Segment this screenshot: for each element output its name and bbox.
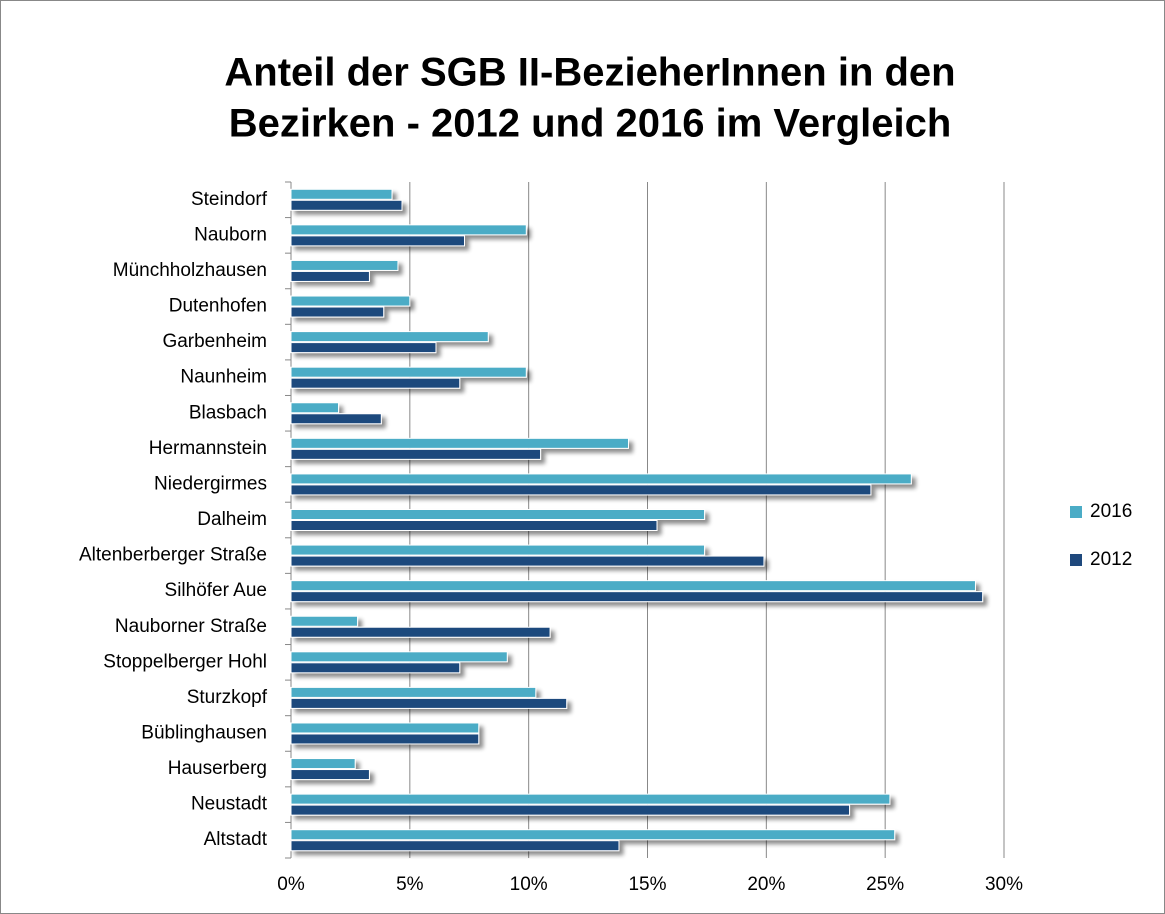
legend-swatch [1070, 554, 1082, 566]
bar [290, 448, 542, 460]
x-tick-label: 20% [747, 874, 785, 895]
y-tick-label: Altstadt [204, 829, 268, 850]
y-tick-label: Hauserberg [168, 758, 267, 779]
bar [290, 199, 403, 211]
bar [290, 437, 629, 449]
bar [290, 615, 359, 627]
y-tick-label: Büblinghausen [141, 722, 267, 743]
x-tick-label: 15% [628, 874, 666, 895]
bar [290, 651, 508, 663]
y-tick-label: Niedergirmes [154, 473, 267, 494]
y-tick-label: Blasbach [189, 402, 267, 423]
bar [290, 555, 765, 567]
bar [290, 580, 976, 592]
y-tick-label: Altenberberger Straße [79, 545, 267, 566]
bar [290, 366, 527, 378]
x-tick-label: 10% [510, 874, 548, 895]
y-tick-label: Silhöfer Aue [165, 580, 267, 601]
bar [290, 224, 527, 236]
bar [290, 686, 537, 698]
y-tick-label: Dutenhofen [169, 296, 267, 317]
y-tick-label: Nauborner Straße [115, 616, 267, 637]
bar [290, 484, 872, 496]
x-tick-label: 0% [277, 874, 305, 895]
bar [290, 235, 465, 247]
bar [290, 840, 620, 852]
bar [290, 733, 480, 745]
y-tick-label: Stoppelberger Hohl [103, 651, 267, 672]
bar [290, 402, 340, 414]
bar [290, 342, 437, 354]
bar [290, 804, 851, 816]
bar [290, 509, 706, 520]
y-tick-label: Neustadt [191, 794, 268, 815]
chart-title: Anteil der SGB II-BezieherInnen in den [224, 51, 955, 95]
y-tick-label: Dalheim [197, 509, 267, 530]
legend-label: 2016 [1090, 501, 1132, 522]
y-tick-label: Nauborn [194, 224, 267, 245]
bar [290, 829, 896, 841]
legend-label: 2012 [1090, 549, 1132, 570]
x-tick-label: 5% [396, 874, 424, 895]
bar [290, 413, 382, 425]
chart-title: Bezirken - 2012 und 2016 im Vergleich [229, 102, 952, 146]
bar [290, 473, 912, 485]
bar [290, 591, 984, 603]
bar [290, 544, 706, 556]
x-tick-label: 25% [866, 874, 904, 895]
x-tick-label: 30% [985, 874, 1023, 895]
bar [290, 295, 411, 307]
y-tick-label: Steindorf [191, 189, 268, 210]
bar [290, 259, 399, 271]
y-tick-label: Hermannstein [149, 438, 267, 459]
bar [290, 758, 356, 770]
y-tick-label: Naunheim [180, 367, 267, 388]
bar [290, 520, 658, 531]
bar [290, 377, 461, 389]
bar [290, 626, 551, 638]
bars [290, 188, 984, 852]
bar [290, 188, 393, 200]
bar [290, 697, 568, 709]
bar [290, 722, 480, 734]
bar [290, 793, 891, 805]
y-tick-label: Münchholzhausen [113, 260, 267, 281]
y-tick-label: Sturzkopf [187, 687, 268, 708]
legend-swatch [1070, 506, 1082, 518]
bar [290, 331, 489, 343]
bar [290, 662, 461, 674]
bar [290, 769, 370, 781]
y-tick-label: Garbenheim [162, 331, 267, 352]
bar [290, 306, 385, 318]
bar [290, 270, 370, 282]
